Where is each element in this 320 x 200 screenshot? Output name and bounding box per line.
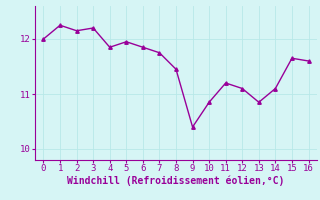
X-axis label: Windchill (Refroidissement éolien,°C): Windchill (Refroidissement éolien,°C) [67, 176, 285, 186]
